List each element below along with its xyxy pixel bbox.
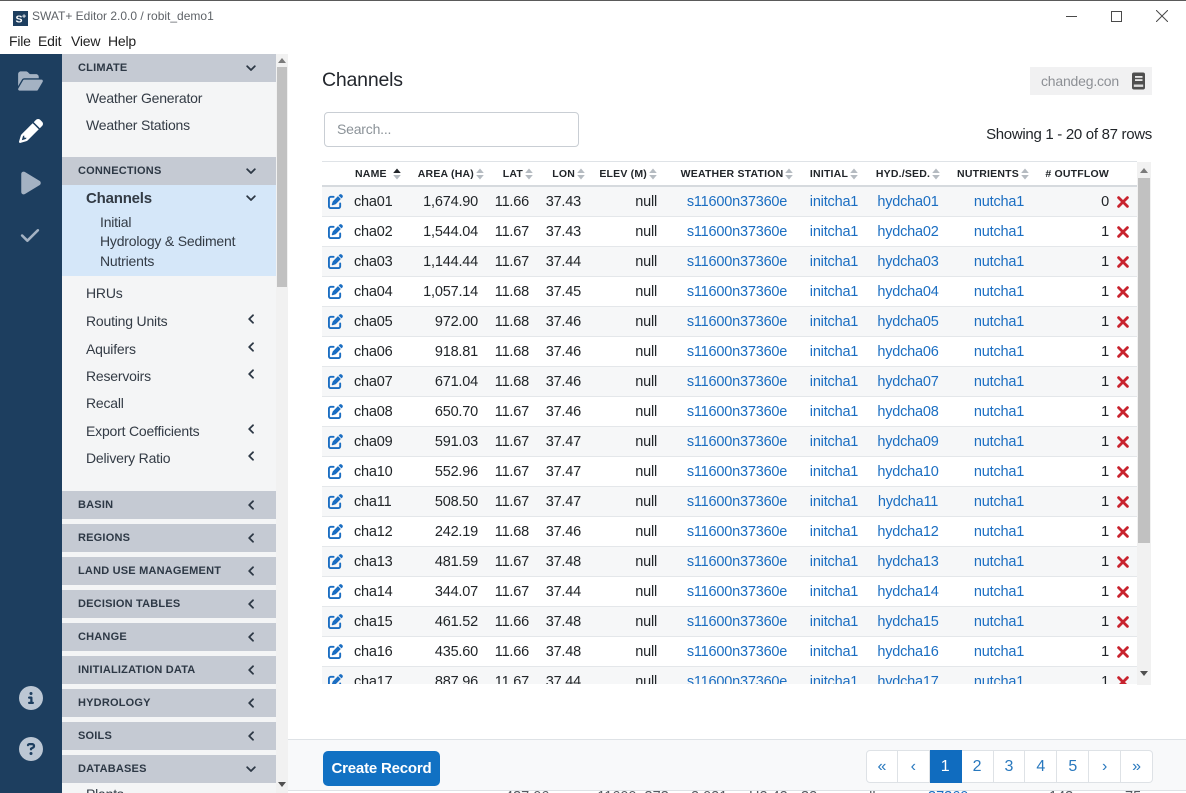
svg-text:+: +	[22, 14, 26, 21]
svg-text:S: S	[16, 14, 23, 26]
